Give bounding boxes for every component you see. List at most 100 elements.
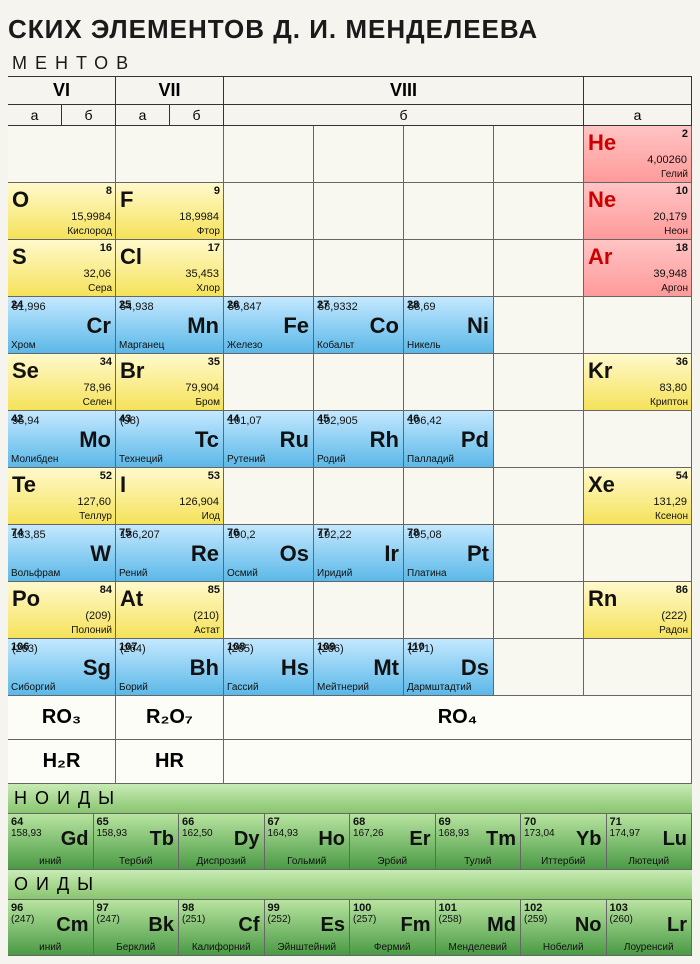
element-name: Калифорний <box>182 942 261 953</box>
atomic-mass: 158,93 <box>97 828 128 839</box>
atomic-mass: (210) <box>193 610 219 622</box>
element-symbol: Lu <box>663 828 687 851</box>
empty-cell <box>494 411 584 468</box>
element-symbol: Cf <box>238 914 259 937</box>
atomic-number: 86 <box>676 584 688 596</box>
subgroup-header: б <box>170 105 224 126</box>
atomic-number: 53 <box>208 470 220 482</box>
element-symbol: Tb <box>150 828 174 851</box>
empty-cell <box>314 468 404 525</box>
element-symbol: Pt <box>467 541 489 567</box>
atomic-mass: 102,905 <box>318 415 358 427</box>
empty-cell <box>584 411 692 468</box>
atomic-number: 54 <box>676 470 688 482</box>
element-name: Палладий <box>407 454 490 465</box>
atomic-number: 2 <box>682 128 688 140</box>
element-name: Рений <box>119 568 220 579</box>
atomic-mass: 174,97 <box>610 828 641 839</box>
element-cell-cr: 24Cr51,996Хром <box>8 297 116 354</box>
lanthanide-row: 64158,93Gdиний65158,93TbТербий66162,50Dy… <box>8 814 692 870</box>
atomic-mass: 101,07 <box>228 415 262 427</box>
atomic-mass: 78,96 <box>83 382 111 394</box>
element-symbol: Mn <box>187 313 219 339</box>
empty-cell <box>494 639 584 696</box>
element-symbol: O <box>12 187 29 213</box>
element-name: Астат <box>119 625 220 636</box>
hydride-formula: H₂R <box>8 740 116 784</box>
atomic-mass: 18,9984 <box>179 211 219 223</box>
subgroup-header: а <box>116 105 170 126</box>
subgroup-header: б <box>62 105 116 126</box>
atomic-mass: (259) <box>524 914 547 925</box>
element-cell-gd: 64158,93Gdиний <box>8 814 94 870</box>
element-name: Борий <box>119 682 220 693</box>
atomic-number: 100 <box>353 902 371 914</box>
element-name: Криптон <box>587 397 688 408</box>
atomic-number: 67 <box>268 816 280 828</box>
element-symbol: Gd <box>61 828 89 851</box>
element-symbol: Yb <box>576 828 602 851</box>
element-name: иний <box>11 856 90 867</box>
element-cell-sg: 106Sg(263)Сиборгий <box>8 639 116 696</box>
element-name: Лоуренсий <box>610 942 689 953</box>
empty-cell <box>494 297 584 354</box>
element-name: Гассий <box>227 682 310 693</box>
group-header: VIII <box>224 77 584 105</box>
element-symbol: Co <box>370 313 399 339</box>
atomic-mass: 173,04 <box>524 828 555 839</box>
element-name: Аргон <box>587 283 688 294</box>
element-cell-pt: 78Pt195,08Платина <box>404 525 494 582</box>
empty-cell <box>224 126 314 183</box>
element-name: Гелий <box>587 169 688 180</box>
atomic-number: 8 <box>106 185 112 197</box>
element-cell-fm: 100(257)FmФермий <box>350 900 436 956</box>
element-name: Кислород <box>11 226 112 237</box>
atomic-mass: (263) <box>12 643 38 655</box>
element-name: Эйнштейний <box>268 942 347 953</box>
element-symbol: Te <box>12 472 36 498</box>
element-symbol: Hs <box>281 655 309 681</box>
element-symbol: Ar <box>588 244 612 270</box>
element-name: Ксенон <box>587 511 688 522</box>
element-cell-md: 101(258)MdМенделевий <box>436 900 522 956</box>
oxide-formula-row: RO₃ R₂O₇ RO₄ <box>8 696 692 740</box>
element-cell-f: 9F18,9984Фтор <box>116 183 224 240</box>
empty-cell <box>8 126 116 183</box>
atomic-number: 97 <box>97 902 109 914</box>
element-cell-bk: 97(247)BkБерклий <box>94 900 180 956</box>
element-symbol: Es <box>321 914 345 937</box>
element-cell-mn: 25Mn54,938Марганец <box>116 297 224 354</box>
element-name: Технеций <box>119 454 220 465</box>
atomic-mass: (266) <box>318 643 344 655</box>
element-symbol: Po <box>12 586 40 612</box>
element-cell-te: 52Te127,60Теллур <box>8 468 116 525</box>
atomic-number: 65 <box>97 816 109 828</box>
element-name: Диспрозий <box>182 856 261 867</box>
empty-cell <box>494 525 584 582</box>
atomic-mass: 127,60 <box>77 496 111 508</box>
atomic-number: 102 <box>524 902 542 914</box>
atomic-mass: (252) <box>268 914 291 925</box>
element-cell-rn: 86Rn(222)Радон <box>584 582 692 639</box>
element-cell-se: 34Se78,96Селен <box>8 354 116 411</box>
atomic-mass: 158,93 <box>11 828 42 839</box>
element-cell-tm: 69168,93TmТулий <box>436 814 522 870</box>
element-name: Хром <box>11 340 112 351</box>
element-symbol: At <box>120 586 143 612</box>
empty-cell <box>404 582 494 639</box>
element-cell-yb: 70173,04YbИттербий <box>521 814 607 870</box>
element-name: Тулий <box>439 856 518 867</box>
element-cell-fe: 26Fe55,847Железо <box>224 297 314 354</box>
page-title: СКИХ ЭЛЕМЕНТОВ Д. И. МЕНДЕЛЕЕВА <box>8 14 692 45</box>
element-cell-mt: 109Mt(266)Мейтнерий <box>314 639 404 696</box>
group-header <box>584 77 692 105</box>
element-name: Осмий <box>227 568 310 579</box>
atomic-mass: 58,9332 <box>318 301 358 313</box>
element-symbol: Os <box>280 541 309 567</box>
element-name: Теллур <box>11 511 112 522</box>
element-name: Вольфрам <box>11 568 112 579</box>
atomic-mass: (247) <box>11 914 34 925</box>
subgroup-header: а <box>584 105 692 126</box>
atomic-mass: 51,996 <box>12 301 46 313</box>
atomic-mass: 54,938 <box>120 301 154 313</box>
